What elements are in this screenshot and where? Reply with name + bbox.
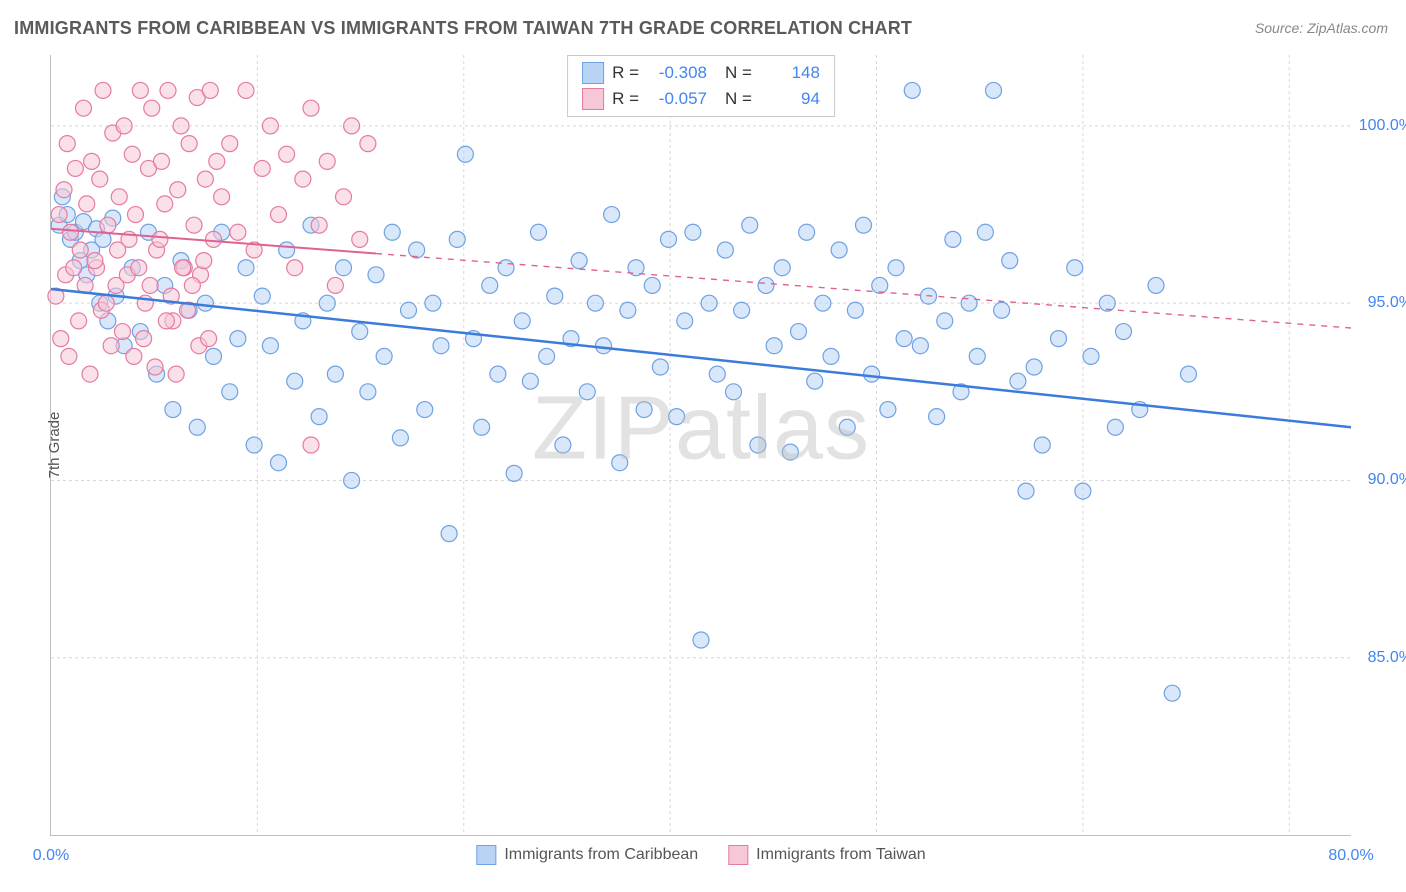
x-tick-label: 80.0% xyxy=(1328,847,1373,865)
legend-n-label: N = xyxy=(725,89,752,109)
y-tick-label: 90.0% xyxy=(1368,471,1406,489)
legend-n-label: N = xyxy=(725,63,752,83)
y-tick-label: 95.0% xyxy=(1368,294,1406,312)
legend-r-label: R = xyxy=(612,89,639,109)
legend-r-value-2: -0.057 xyxy=(649,89,707,109)
plot-area: 7th Grade ZIPatlas R = -0.308 N = 148 R … xyxy=(50,55,1351,836)
legend-swatch-blue xyxy=(582,62,604,84)
legend-n-value-2: 94 xyxy=(762,89,820,109)
source-label: Source: ZipAtlas.com xyxy=(1255,20,1388,36)
legend-n-value-1: 148 xyxy=(762,63,820,83)
bottom-legend-item-1: Immigrants from Caribbean xyxy=(476,845,698,865)
bottom-legend-label-1: Immigrants from Caribbean xyxy=(504,846,698,864)
top-legend: R = -0.308 N = 148 R = -0.057 N = 94 xyxy=(567,55,835,117)
legend-swatch-blue-sm xyxy=(476,845,496,865)
bottom-legend-item-2: Immigrants from Taiwan xyxy=(728,845,926,865)
y-tick-label: 100.0% xyxy=(1359,117,1406,135)
chart-title: IMMIGRANTS FROM CARIBBEAN VS IMMIGRANTS … xyxy=(14,18,912,39)
bottom-legend-label-2: Immigrants from Taiwan xyxy=(756,846,926,864)
legend-r-label: R = xyxy=(612,63,639,83)
chart-svg xyxy=(51,55,1351,835)
legend-swatch-pink-sm xyxy=(728,845,748,865)
legend-swatch-pink xyxy=(582,88,604,110)
legend-r-value-1: -0.308 xyxy=(649,63,707,83)
legend-row-1: R = -0.308 N = 148 xyxy=(582,60,820,86)
x-tick-label: 0.0% xyxy=(33,847,69,865)
legend-row-2: R = -0.057 N = 94 xyxy=(582,86,820,112)
bottom-legend: Immigrants from Caribbean Immigrants fro… xyxy=(476,845,925,865)
y-tick-label: 85.0% xyxy=(1368,649,1406,667)
